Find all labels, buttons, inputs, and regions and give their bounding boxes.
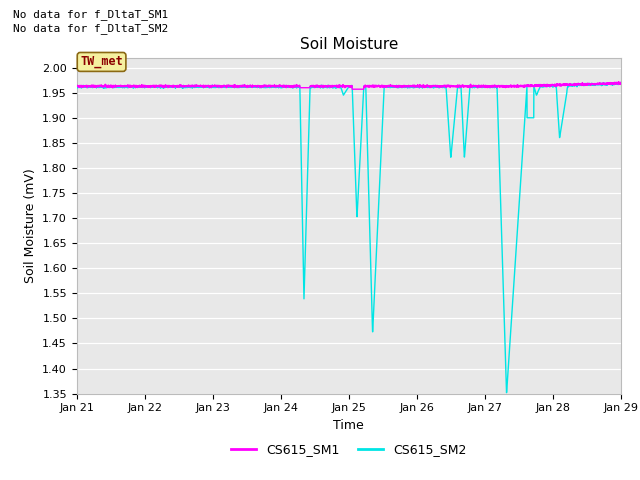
Text: No data for f_DltaT_SM1: No data for f_DltaT_SM1 xyxy=(13,9,168,20)
Text: TW_met: TW_met xyxy=(80,55,123,69)
Legend: CS615_SM1, CS615_SM2: CS615_SM1, CS615_SM2 xyxy=(226,438,472,461)
Text: No data for f_DltaT_SM2: No data for f_DltaT_SM2 xyxy=(13,23,168,34)
X-axis label: Time: Time xyxy=(333,419,364,432)
Title: Soil Moisture: Soil Moisture xyxy=(300,37,398,52)
Y-axis label: Soil Moisture (mV): Soil Moisture (mV) xyxy=(24,168,36,283)
